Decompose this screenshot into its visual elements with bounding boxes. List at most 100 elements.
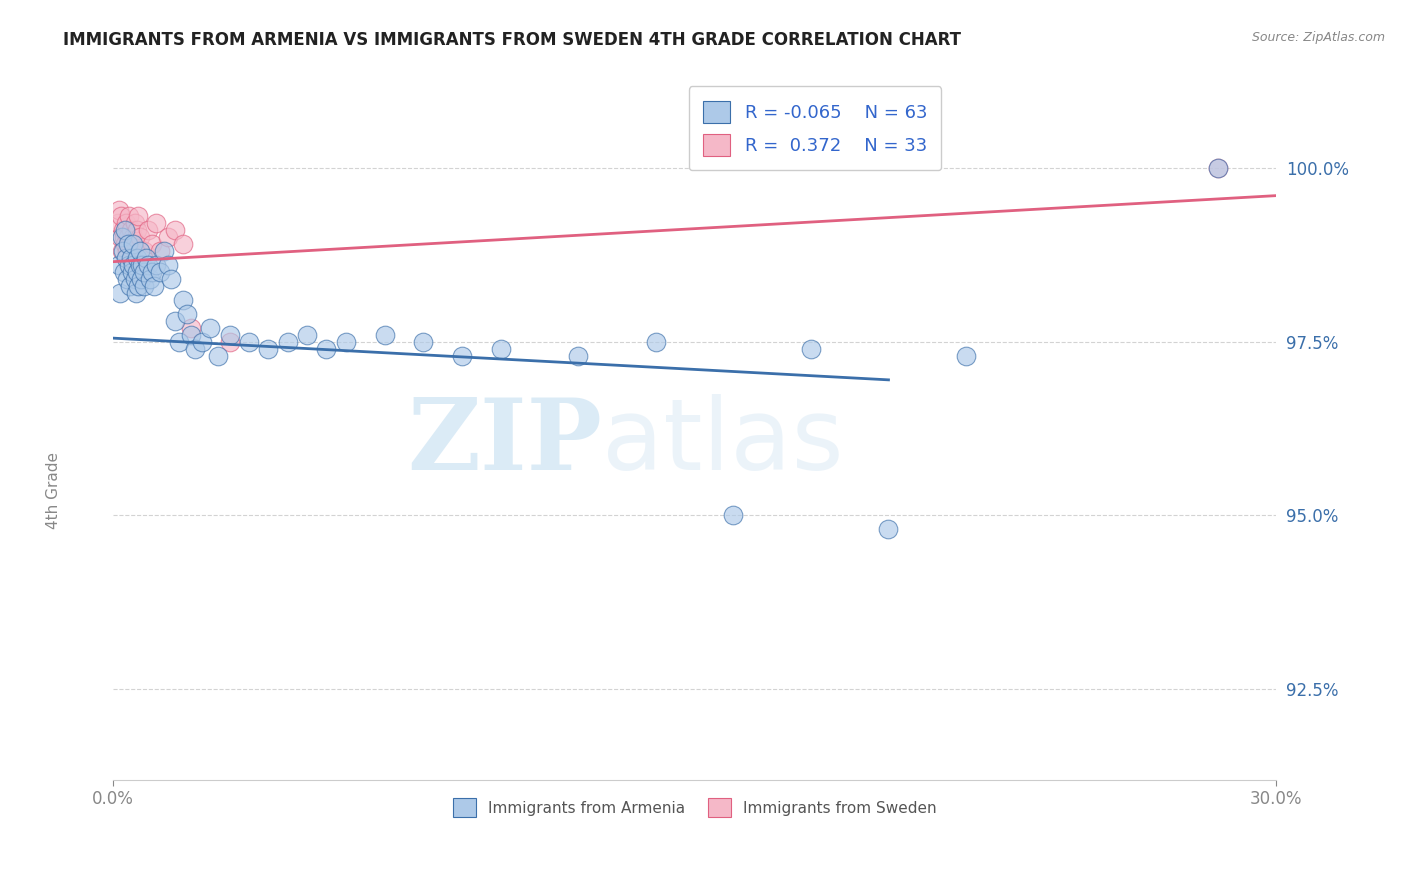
Point xyxy=(124,272,146,286)
Point xyxy=(141,237,163,252)
Point xyxy=(111,244,134,259)
Point xyxy=(295,327,318,342)
Point xyxy=(218,327,240,342)
Point xyxy=(122,258,145,272)
Point xyxy=(207,349,229,363)
Point xyxy=(183,342,205,356)
Point xyxy=(115,251,138,265)
Point xyxy=(315,342,337,356)
Legend: Immigrants from Armenia, Immigrants from Sweden: Immigrants from Armenia, Immigrants from… xyxy=(446,790,945,824)
Text: Source: ZipAtlas.com: Source: ZipAtlas.com xyxy=(1251,31,1385,45)
Point xyxy=(118,258,141,272)
Point xyxy=(176,307,198,321)
Point xyxy=(107,216,129,230)
Point xyxy=(127,210,149,224)
Point xyxy=(877,522,900,536)
Point xyxy=(120,223,142,237)
Text: 4th Grade: 4th Grade xyxy=(46,452,60,529)
Point xyxy=(115,244,138,259)
Point xyxy=(165,314,187,328)
Point xyxy=(118,237,141,252)
Point xyxy=(114,223,136,237)
Point xyxy=(122,244,145,259)
Point xyxy=(172,237,194,252)
Point xyxy=(567,349,589,363)
Point xyxy=(800,342,823,356)
Point xyxy=(156,258,179,272)
Point xyxy=(118,279,141,293)
Point xyxy=(335,334,357,349)
Point xyxy=(257,342,280,356)
Point xyxy=(451,349,474,363)
Point xyxy=(131,258,153,272)
Point xyxy=(167,334,190,349)
Point xyxy=(121,251,143,265)
Point xyxy=(129,230,152,244)
Point xyxy=(121,265,143,279)
Point xyxy=(111,223,134,237)
Point xyxy=(129,272,152,286)
Point xyxy=(125,223,148,237)
Point xyxy=(135,251,157,265)
Point xyxy=(134,265,156,279)
Point xyxy=(180,327,202,342)
Point xyxy=(125,237,148,252)
Point xyxy=(277,334,299,349)
Point xyxy=(152,244,174,259)
Point xyxy=(149,244,172,259)
Point xyxy=(1206,161,1229,175)
Point xyxy=(489,342,512,356)
Point xyxy=(129,244,152,259)
Text: ZIP: ZIP xyxy=(406,394,602,491)
Point xyxy=(374,327,396,342)
Point xyxy=(723,508,745,523)
Point xyxy=(112,230,135,244)
Point xyxy=(1206,161,1229,175)
Point xyxy=(118,210,141,224)
Point xyxy=(132,279,155,293)
Point xyxy=(111,244,134,259)
Point xyxy=(111,230,134,244)
Point xyxy=(955,349,977,363)
Point xyxy=(127,279,149,293)
Point xyxy=(114,237,136,252)
Point xyxy=(120,251,142,265)
Point xyxy=(149,265,172,279)
Point xyxy=(112,265,135,279)
Point xyxy=(156,230,179,244)
Point xyxy=(136,223,159,237)
Point xyxy=(127,265,149,279)
Point xyxy=(198,320,221,334)
Point xyxy=(172,293,194,307)
Point xyxy=(125,285,148,300)
Point xyxy=(145,258,167,272)
Point xyxy=(117,237,139,252)
Point xyxy=(125,251,148,265)
Point xyxy=(117,230,139,244)
Point xyxy=(191,334,214,349)
Point xyxy=(128,258,150,272)
Point xyxy=(160,272,183,286)
Text: IMMIGRANTS FROM ARMENIA VS IMMIGRANTS FROM SWEDEN 4TH GRADE CORRELATION CHART: IMMIGRANTS FROM ARMENIA VS IMMIGRANTS FR… xyxy=(63,31,962,49)
Point xyxy=(110,210,132,224)
Point xyxy=(134,244,156,259)
Point xyxy=(218,334,240,349)
Point xyxy=(645,334,668,349)
Point xyxy=(110,285,132,300)
Point xyxy=(115,272,138,286)
Point xyxy=(145,216,167,230)
Point xyxy=(139,272,162,286)
Point xyxy=(143,279,166,293)
Point xyxy=(180,320,202,334)
Point xyxy=(141,265,163,279)
Point xyxy=(412,334,434,349)
Point xyxy=(108,258,131,272)
Point xyxy=(165,223,187,237)
Point xyxy=(121,230,143,244)
Point xyxy=(114,216,136,230)
Point xyxy=(124,216,146,230)
Point xyxy=(110,230,132,244)
Point xyxy=(121,237,143,252)
Point xyxy=(108,202,131,217)
Point xyxy=(238,334,260,349)
